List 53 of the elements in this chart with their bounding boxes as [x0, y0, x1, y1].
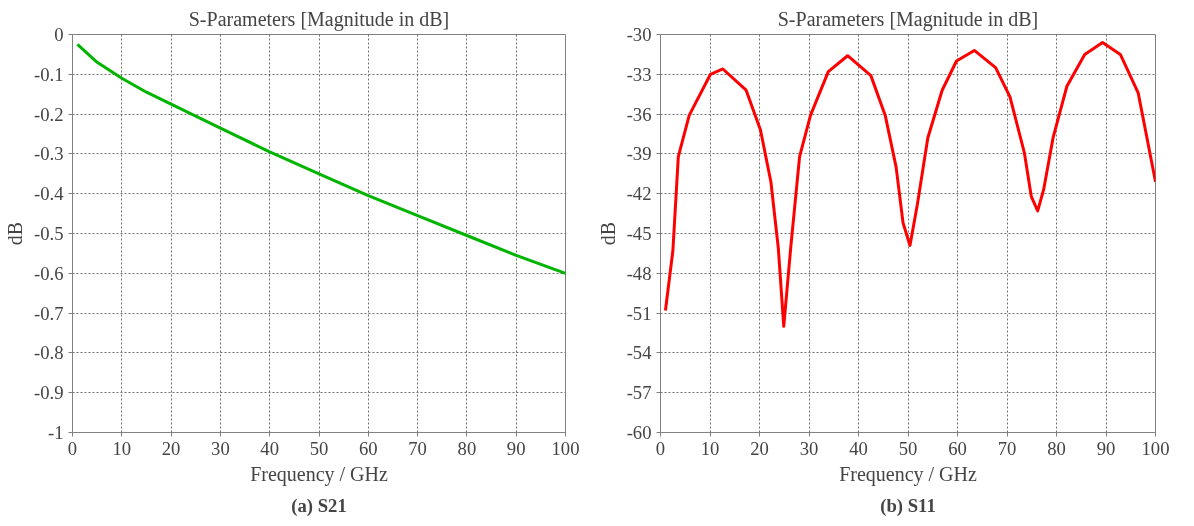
x-axis-title: Frequency / GHz: [839, 462, 977, 486]
x-tick-label: 60: [358, 437, 378, 459]
y-tick-label: -0.3: [33, 143, 64, 165]
y-tick-label: -39: [626, 143, 652, 165]
y-tick-label: -0.6: [33, 262, 64, 284]
x-tick-label: 50: [309, 437, 329, 459]
y-tick-label: -0.2: [33, 103, 64, 125]
y-tick-label: -48: [626, 262, 652, 284]
y-tick-label: -36: [626, 103, 652, 125]
x-tick-label: 70: [408, 437, 427, 459]
x-tick-label: 100: [551, 437, 580, 459]
x-tick-label: 60: [948, 437, 967, 459]
x-tick-label: 30: [799, 437, 819, 459]
x-tick-label: 10: [112, 437, 132, 459]
chart-title: S-Parameters [Magnitude in dB]: [188, 7, 450, 31]
x-axis-title: Frequency / GHz: [250, 462, 388, 486]
y-tick-label: -1: [47, 422, 64, 443]
y-tick-label: -42: [626, 183, 652, 205]
y-tick-label: -33: [626, 63, 652, 85]
y-tick-label: -54: [626, 342, 653, 364]
y-tick-label: 0: [54, 24, 64, 45]
x-tick-label: 90: [1096, 437, 1116, 459]
y-tick-label: -60: [626, 422, 652, 443]
y-tick-label: -0.5: [33, 223, 64, 244]
x-tick-label: 10: [700, 437, 720, 459]
line-series: [663, 40, 1156, 328]
y-tick-label: -0.8: [33, 342, 64, 364]
text: (a) S21: [291, 494, 347, 517]
line-series: [75, 42, 566, 275]
y-tick-label: -0.1: [33, 63, 64, 85]
x-tick-label: 40: [260, 437, 280, 459]
x-tick-label: 0: [655, 437, 666, 459]
y-tick-label: -0.4: [33, 183, 65, 205]
y-axis-title: dB: [3, 221, 26, 246]
x-tick-label: 80: [1047, 437, 1066, 459]
text: (b) S11: [880, 494, 936, 517]
x-tick-label: 20: [161, 437, 181, 459]
y-axis-title: dB: [596, 221, 619, 246]
y-tick-label: -57: [626, 382, 652, 404]
x-tick-label: 40: [849, 437, 868, 459]
x-tick-label: 90: [506, 437, 526, 459]
x-tick-label: 80: [457, 437, 477, 459]
chart-title: S-Parameters [Magnitude in dB]: [777, 7, 1039, 31]
y-tick-label: -51: [626, 302, 652, 324]
x-tick-label: 30: [211, 437, 230, 459]
y-tick-label: -0.7: [33, 302, 64, 324]
y-tick-label: -0.9: [33, 382, 64, 404]
y-tick-label: -45: [626, 223, 652, 244]
x-tick-label: 50: [898, 437, 918, 459]
y-tick-label: -30: [626, 24, 652, 45]
x-tick-label: 100: [1141, 437, 1170, 459]
x-tick-label: 70: [997, 437, 1017, 459]
x-tick-label: 20: [750, 437, 769, 459]
